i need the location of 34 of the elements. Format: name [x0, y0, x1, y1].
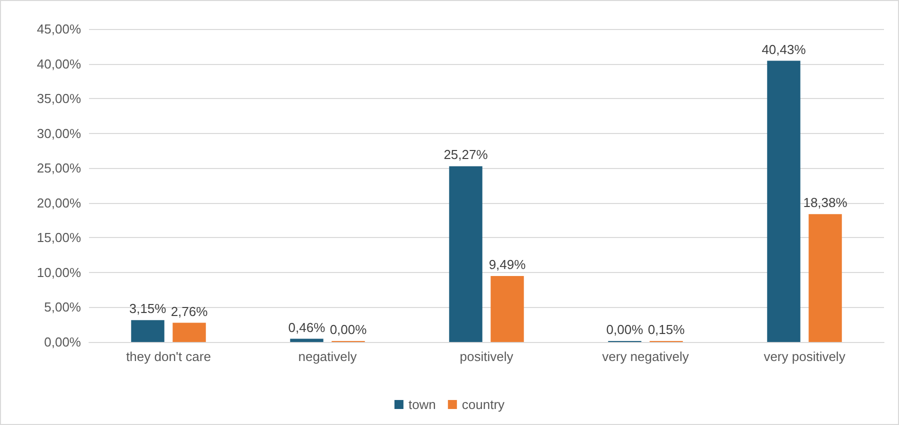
data-label: 0,00%	[330, 322, 368, 337]
data-label: 25,27%	[444, 147, 488, 162]
y-tick-label: 5,00%	[44, 300, 82, 315]
legend-label: country	[462, 397, 506, 412]
data-label: 0,00%	[606, 322, 644, 337]
data-label: 9,49%	[488, 256, 526, 272]
bar	[290, 338, 324, 342]
y-tick-label: 45,00%	[36, 22, 82, 36]
bar	[172, 322, 206, 342]
data-label: 40,43%	[762, 42, 806, 57]
x-tick-label: positively	[460, 349, 514, 364]
bar	[490, 276, 524, 342]
y-tick-label: 20,00%	[36, 195, 82, 210]
y-tick-label: 0,00%	[44, 334, 82, 350]
bar	[767, 60, 800, 342]
data-label: 18,38%	[803, 195, 848, 210]
x-tick-label: very positively	[764, 349, 846, 364]
x-tick-label: they don't care	[126, 349, 211, 364]
y-tick-label: 25,00%	[36, 160, 82, 176]
bar	[449, 166, 482, 342]
data-label: 0,15%	[648, 322, 686, 337]
y-tick-label: 30,00%	[36, 126, 82, 141]
y-tick-label: 40,00%	[36, 56, 82, 72]
data-label: 2,76%	[170, 304, 208, 319]
data-label: 0,46%	[288, 320, 326, 335]
legend-label: town	[408, 397, 436, 412]
y-tick-label: 10,00%	[36, 264, 82, 280]
y-tick-label: 15,00%	[36, 230, 82, 246]
x-tick-label: negatively	[298, 349, 358, 364]
data-label: 3,15%	[129, 301, 167, 316]
bar	[131, 320, 164, 342]
y-tick-label: 35,00%	[36, 91, 82, 106]
bar	[808, 214, 842, 342]
x-tick-label: very negatively	[602, 349, 690, 364]
